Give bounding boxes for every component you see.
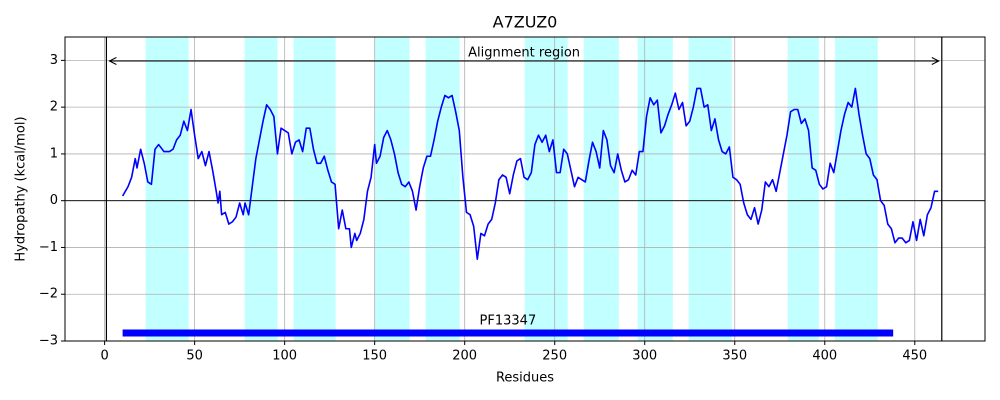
region: [374, 37, 410, 341]
x-tick-label: 0: [100, 349, 108, 364]
x-tick-label: 250: [542, 349, 567, 364]
domain-bar: [122, 329, 894, 337]
y-tick-label: 3: [50, 53, 58, 68]
chart-title: A7ZUZ0: [493, 13, 558, 32]
region: [637, 37, 673, 341]
alignment-label: Alignment region: [468, 46, 580, 61]
region: [834, 37, 878, 341]
x-tick-label: 400: [812, 349, 837, 364]
x-tick-label: 100: [272, 349, 297, 364]
region: [583, 37, 619, 341]
x-tick-label: 200: [452, 349, 477, 364]
x-tick-label: 300: [632, 349, 657, 364]
region: [524, 37, 568, 341]
x-tick-label: 450: [902, 349, 927, 364]
y-tick-label: 1: [50, 146, 58, 161]
region: [145, 37, 189, 341]
arrow-head: [931, 57, 940, 65]
y-tick-label: 2: [50, 100, 58, 115]
x-tick-label: 50: [186, 349, 203, 364]
region: [293, 37, 336, 341]
y-axis-label: Hydropathy (kcal/mol): [14, 116, 29, 261]
hydropathy-line: [121, 87, 939, 260]
x-tick-label: 150: [362, 349, 387, 364]
y-tick-label: −1: [39, 240, 58, 255]
y-tick-label: −2: [39, 287, 58, 302]
plot-frame: [64, 36, 986, 342]
x-tick-label: 350: [722, 349, 747, 364]
y-tick-label: 0: [50, 193, 58, 208]
region: [787, 37, 819, 341]
x-axis-label: Residues: [496, 371, 554, 386]
region: [425, 37, 460, 341]
domain-label: PF13347: [480, 314, 537, 329]
region: [688, 37, 732, 341]
y-tick-label: −3: [39, 334, 58, 349]
region: [244, 37, 278, 341]
arrow-head: [108, 57, 117, 65]
